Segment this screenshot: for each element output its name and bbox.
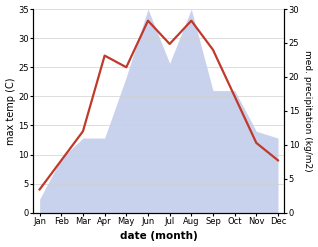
Y-axis label: max temp (C): max temp (C) [5, 77, 16, 145]
Y-axis label: med. precipitation (kg/m2): med. precipitation (kg/m2) [303, 50, 313, 172]
X-axis label: date (month): date (month) [120, 231, 198, 242]
